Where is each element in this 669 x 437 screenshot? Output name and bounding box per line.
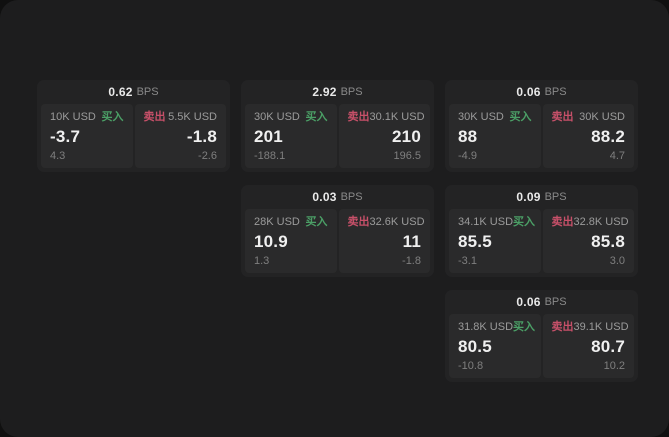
sell-panel[interactable]: 卖出 30.1K USD 210 196.5 <box>338 104 430 168</box>
sell-amount: 5.5K USD <box>168 111 217 123</box>
buy-price: 88 <box>458 126 478 146</box>
bps-unit-label: BPS <box>544 296 567 308</box>
buy-side-label: 买入 <box>509 111 532 123</box>
bps-unit-label: BPS <box>136 86 159 98</box>
sell-panel[interactable]: 卖出 5.5K USD -1.8 -2.6 <box>134 104 226 168</box>
card-header: 0.03 BPS <box>245 185 430 209</box>
buy-price: 201 <box>254 126 283 146</box>
buy-amount: 10K USD <box>50 111 96 123</box>
sell-panel[interactable]: 卖出 32.8K USD 85.8 3.0 <box>542 209 634 273</box>
buy-sub-value: -188.1 <box>254 150 286 162</box>
sell-amount: 32.6K USD <box>369 216 425 228</box>
buy-amount: 30K USD <box>254 111 300 123</box>
bps-value: 0.03 <box>312 190 337 204</box>
bps-unit-label: BPS <box>544 191 567 203</box>
buy-sell-panels: 30K USD 买入 201 -188.1 卖出 30.1K USD 210 1… <box>245 104 430 168</box>
bps-value: 0.62 <box>108 85 133 99</box>
buy-side-label: 买入 <box>513 321 536 333</box>
quote-card: 0.06 BPS 30K USD 买入 88 -4.9 卖出 30K USD <box>445 80 638 172</box>
sell-sub-value: -2.6 <box>198 150 217 162</box>
quote-card: 0.09 BPS 34.1K USD 买入 85.5 -3.1 卖出 32.8K… <box>445 185 638 277</box>
buy-side-label: 买入 <box>513 216 536 228</box>
buy-sell-panels: 34.1K USD 买入 85.5 -3.1 卖出 32.8K USD 85.8… <box>449 209 634 273</box>
buy-sub-value: -10.8 <box>458 360 484 372</box>
quote-card: 0.03 BPS 28K USD 买入 10.9 1.3 卖出 32.6K US… <box>241 185 434 277</box>
bps-unit-label: BPS <box>544 86 567 98</box>
buy-sell-panels: 28K USD 买入 10.9 1.3 卖出 32.6K USD 11 -1.8 <box>245 209 430 273</box>
buy-amount: 34.1K USD <box>458 216 514 228</box>
buy-sell-panels: 31.8K USD 买入 80.5 -10.8 卖出 39.1K USD 80.… <box>449 314 634 378</box>
quote-card: 2.92 BPS 30K USD 买入 201 -188.1 卖出 30.1K … <box>241 80 434 172</box>
sell-panel[interactable]: 卖出 32.6K USD 11 -1.8 <box>338 209 430 273</box>
sell-sub-value: 196.5 <box>393 150 421 162</box>
sell-price: 80.7 <box>591 336 625 356</box>
sell-sub-value: 3.0 <box>609 255 625 267</box>
card-header: 2.92 BPS <box>245 80 430 104</box>
bps-value: 0.06 <box>516 85 541 99</box>
buy-sub-value: -3.1 <box>458 255 477 267</box>
buy-amount: 30K USD <box>458 111 504 123</box>
buy-panel[interactable]: 30K USD 买入 201 -188.1 <box>245 104 337 168</box>
buy-sub-value: 4.3 <box>50 150 66 162</box>
sell-side-label: 卖出 <box>551 321 574 333</box>
quote-card: 0.62 BPS 10K USD 买入 -3.7 4.3 卖出 5.5K USD <box>37 80 230 172</box>
sell-amount: 32.8K USD <box>573 216 629 228</box>
buy-price: 85.5 <box>458 231 492 251</box>
buy-side-label: 买入 <box>305 216 328 228</box>
buy-price: 80.5 <box>458 336 492 356</box>
bps-unit-label: BPS <box>340 191 363 203</box>
sell-amount: 30K USD <box>579 111 625 123</box>
buy-sub-value: 1.3 <box>254 255 270 267</box>
sell-price: 88.2 <box>591 126 625 146</box>
card-header: 0.06 BPS <box>449 80 634 104</box>
buy-sell-panels: 10K USD 买入 -3.7 4.3 卖出 5.5K USD -1.8 -2.… <box>41 104 226 168</box>
sell-price: -1.8 <box>186 126 217 146</box>
buy-side-label: 买入 <box>101 111 124 123</box>
bps-value: 2.92 <box>312 85 337 99</box>
buy-panel[interactable]: 31.8K USD 买入 80.5 -10.8 <box>449 314 541 378</box>
sell-sub-value: 4.7 <box>609 150 625 162</box>
sell-panel[interactable]: 卖出 30K USD 88.2 4.7 <box>542 104 634 168</box>
sell-side-label: 卖出 <box>551 216 574 228</box>
card-header: 0.09 BPS <box>449 185 634 209</box>
sell-sub-value: 10.2 <box>603 360 625 372</box>
sell-price: 11 <box>402 231 421 251</box>
buy-panel[interactable]: 30K USD 买入 88 -4.9 <box>449 104 541 168</box>
bps-unit-label: BPS <box>340 86 363 98</box>
buy-panel[interactable]: 34.1K USD 买入 85.5 -3.1 <box>449 209 541 273</box>
buy-panel[interactable]: 28K USD 买入 10.9 1.3 <box>245 209 337 273</box>
sell-panel[interactable]: 卖出 39.1K USD 80.7 10.2 <box>542 314 634 378</box>
buy-price: 10.9 <box>254 231 288 251</box>
buy-sub-value: -4.9 <box>458 150 477 162</box>
card-header: 0.62 BPS <box>41 80 226 104</box>
sell-sub-value: -1.8 <box>402 255 421 267</box>
sell-amount: 30.1K USD <box>369 111 425 123</box>
sell-side-label: 卖出 <box>347 111 370 123</box>
sell-side-label: 卖出 <box>347 216 370 228</box>
bps-value: 0.09 <box>516 190 541 204</box>
sell-amount: 39.1K USD <box>573 321 629 333</box>
quote-card: 0.06 BPS 31.8K USD 买入 80.5 -10.8 卖出 39.1… <box>445 290 638 382</box>
sell-price: 210 <box>392 126 421 146</box>
bps-value: 0.06 <box>516 295 541 309</box>
card-header: 0.06 BPS <box>449 290 634 314</box>
sell-side-label: 卖出 <box>143 111 166 123</box>
buy-amount: 31.8K USD <box>458 321 514 333</box>
buy-panel[interactable]: 10K USD 买入 -3.7 4.3 <box>41 104 133 168</box>
buy-sell-panels: 30K USD 买入 88 -4.9 卖出 30K USD 88.2 4.7 <box>449 104 634 168</box>
buy-side-label: 买入 <box>305 111 328 123</box>
buy-price: -3.7 <box>50 126 81 146</box>
sell-price: 85.8 <box>591 231 625 251</box>
sell-side-label: 卖出 <box>551 111 574 123</box>
quote-card-grid: 0.62 BPS 10K USD 买入 -3.7 4.3 卖出 5.5K USD <box>37 80 638 382</box>
buy-amount: 28K USD <box>254 216 300 228</box>
